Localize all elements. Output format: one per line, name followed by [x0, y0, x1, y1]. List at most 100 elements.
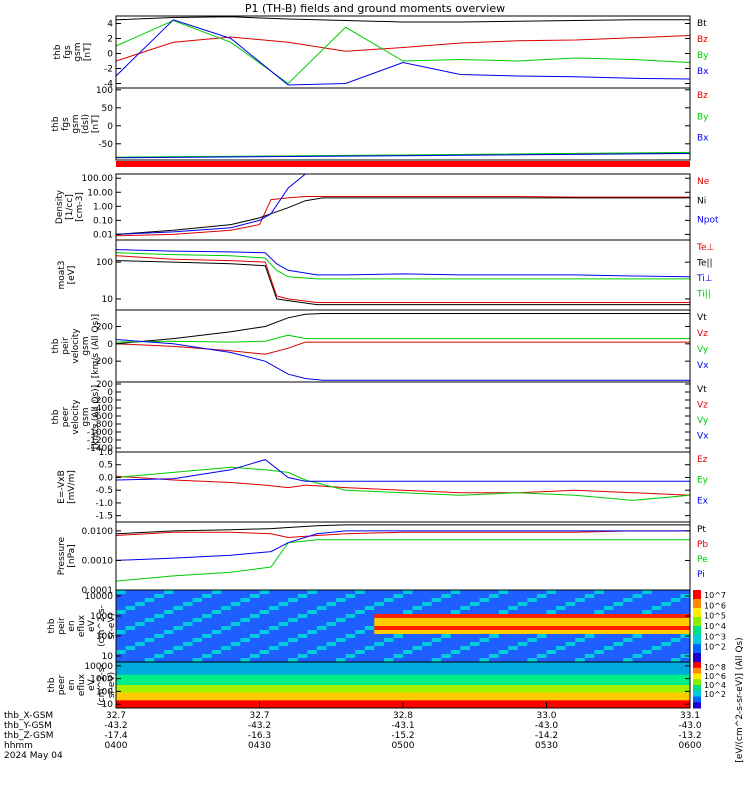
spectrogram-cell — [460, 614, 471, 619]
spectrogram-cell — [345, 606, 356, 611]
spectrogram-cell — [173, 590, 184, 595]
spectrogram-cell — [422, 700, 433, 704]
spectrogram-cell — [412, 642, 423, 647]
spectrogram-cell — [355, 682, 366, 686]
spectrogram-cell — [192, 679, 203, 683]
spectrogram-cell — [364, 642, 375, 647]
spectrogram-cell — [182, 614, 194, 619]
spectrogram-cell — [508, 642, 519, 647]
spectrogram-cell — [603, 590, 614, 595]
spectrogram-cell — [278, 634, 289, 639]
spectrogram-cell — [479, 650, 490, 655]
spectrogram-cell — [374, 690, 385, 694]
spectrogram-cell — [412, 664, 423, 668]
spectrogram-cell — [269, 682, 280, 686]
spectrogram-cell — [556, 614, 567, 619]
spectrogram-cell — [364, 667, 375, 671]
spectrogram-cell — [116, 606, 127, 611]
spectrogram-cell — [192, 692, 203, 696]
spectrogram-cell — [403, 690, 414, 694]
spectrogram-cell — [441, 679, 452, 683]
spectrogram-cell — [412, 674, 423, 678]
spectrogram-cell — [508, 682, 519, 686]
spectrogram-cell — [269, 705, 280, 709]
spectrogram-cell — [173, 606, 184, 611]
y-axis-label: en — [67, 620, 77, 631]
spectrogram-cell — [642, 646, 653, 651]
spectrogram-cell — [613, 614, 624, 619]
spectrogram-cell — [565, 685, 576, 689]
spectrogram-cell — [230, 677, 241, 681]
spectrogram-cell — [154, 606, 165, 611]
spectrogram-cell — [498, 646, 509, 651]
spectrogram-cell — [154, 654, 165, 659]
spectrogram-cell — [163, 658, 174, 663]
spectrogram-cell — [450, 654, 461, 659]
spectrogram-cell — [163, 667, 174, 671]
spectrogram-cell — [517, 669, 528, 673]
spectrogram-cell — [182, 667, 194, 671]
spectrogram-cell — [431, 685, 442, 689]
spectrogram-cell — [623, 669, 634, 673]
spectrogram-cell — [364, 618, 375, 623]
spectrogram-cell — [221, 674, 232, 678]
spectrogram-cell — [374, 697, 385, 701]
spectrogram-cell — [460, 594, 471, 599]
spectrogram-cell — [249, 674, 260, 678]
spectrogram-cell — [556, 700, 567, 704]
spectrogram-cell — [469, 590, 481, 595]
spectrogram-cell — [670, 634, 681, 639]
spectrogram-cell — [288, 646, 299, 651]
spectrogram-cell — [441, 654, 452, 659]
spectrogram-cell — [202, 702, 213, 706]
spectrogram-cell — [240, 700, 251, 704]
spectrogram-cell — [536, 634, 547, 639]
legend-entry: Ni — [697, 196, 706, 206]
spectrogram-cell — [565, 705, 576, 709]
y-tick-label: 2 — [107, 35, 113, 45]
spectrogram-cell — [211, 610, 222, 615]
spectrogram-cell — [182, 598, 194, 603]
spectrogram-cell — [489, 662, 500, 666]
spectrogram-cell — [221, 664, 232, 668]
spectrogram-cell — [173, 614, 184, 619]
spectrogram-cell — [680, 638, 691, 643]
spectrogram-cell — [240, 606, 251, 611]
spectrogram-cell — [345, 679, 356, 683]
spectrogram-cell — [297, 664, 308, 668]
spectrogram-cell — [632, 594, 643, 599]
spectrogram-cell — [536, 682, 547, 686]
spectrogram-cell — [431, 702, 442, 706]
spectrogram-cell — [546, 634, 557, 639]
spectrogram-cell — [422, 679, 433, 683]
spectrogram-cell — [584, 690, 595, 694]
spectrogram-cell — [536, 618, 547, 623]
spectrogram-cell — [594, 685, 605, 689]
spectrogram-cell — [584, 606, 595, 611]
spectrogram-cell — [307, 618, 318, 623]
spectrogram-cell — [297, 658, 308, 663]
spectrogram-cell — [383, 654, 394, 659]
spectrogram-cell — [249, 669, 260, 673]
spectrogram-cell — [469, 692, 481, 696]
spectrogram-cell — [450, 700, 461, 704]
spectrogram-cell — [680, 646, 691, 651]
spectrogram-cell — [154, 692, 165, 696]
spectrogram-cell — [135, 705, 146, 709]
spectrogram-cell — [460, 702, 471, 706]
spectrogram-cell — [278, 606, 289, 611]
y-tick-label: 100 — [96, 632, 113, 642]
spectrogram-cell — [307, 614, 318, 619]
spectrogram-cell — [288, 679, 299, 683]
spectrogram-cell — [192, 697, 203, 701]
spectrogram-cell — [412, 610, 423, 615]
spectrogram-cell — [565, 700, 576, 704]
spectrogram-cell — [670, 692, 681, 696]
spectrogram-cell — [575, 705, 586, 709]
spectrogram-cell — [498, 642, 509, 647]
spectrogram-cell — [307, 598, 318, 603]
spectrogram-cell — [144, 622, 155, 627]
spectrogram-cell — [508, 697, 519, 701]
spectrogram-cell — [163, 638, 174, 643]
spectrogram-cell — [603, 610, 614, 615]
